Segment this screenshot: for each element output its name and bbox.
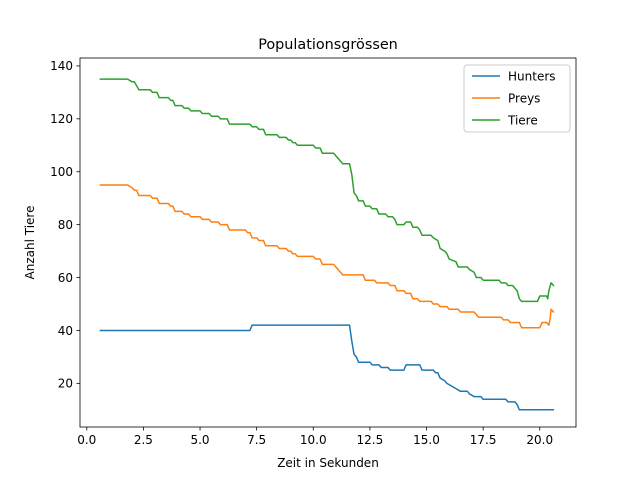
y-tick-label: 60 <box>58 271 73 285</box>
x-axis-title: Zeit in Sekunden <box>277 456 379 470</box>
ticks: 0.0 2.5 5.0 7.5 10.0 12.5 15.0 17.5 20.0 20 40 60 80… <box>50 59 553 447</box>
legend-label-preys: Preys <box>508 91 540 105</box>
series-lines <box>99 78 555 411</box>
series-line-tiere <box>99 78 555 303</box>
y-tick-label: 20 <box>58 377 73 391</box>
legend-label-hunters: Hunters <box>508 69 556 83</box>
series-line-preys <box>99 184 555 329</box>
chart-title: Populationsgrössen <box>258 37 398 53</box>
x-tick-label: 15.0 <box>413 433 440 447</box>
x-tick-label: 20.0 <box>526 433 553 447</box>
x-tick-label: 10.0 <box>300 433 327 447</box>
x-tick-label: 17.5 <box>470 433 497 447</box>
y-tick-label: 140 <box>50 59 73 73</box>
y-tick-label: 120 <box>50 112 73 126</box>
x-tick-label: 7.5 <box>247 433 266 447</box>
x-tick-label: 5.0 <box>190 433 209 447</box>
legend-label-tiere: Tiere <box>507 113 538 127</box>
y-tick-label: 80 <box>58 218 73 232</box>
legend: Hunters Preys Tiere <box>463 64 571 133</box>
y-tick-label: 100 <box>50 165 73 179</box>
legend-box <box>463 64 571 133</box>
series-line-hunters <box>99 324 555 411</box>
y-axis-title: Anzahl Tiere <box>23 206 37 280</box>
y-tick-label: 40 <box>58 324 73 338</box>
x-tick-label: 2.5 <box>134 433 153 447</box>
x-tick-label: 12.5 <box>357 433 384 447</box>
plot-frame <box>79 57 577 428</box>
x-tick-label: 0.0 <box>77 433 96 447</box>
axes <box>79 57 577 428</box>
